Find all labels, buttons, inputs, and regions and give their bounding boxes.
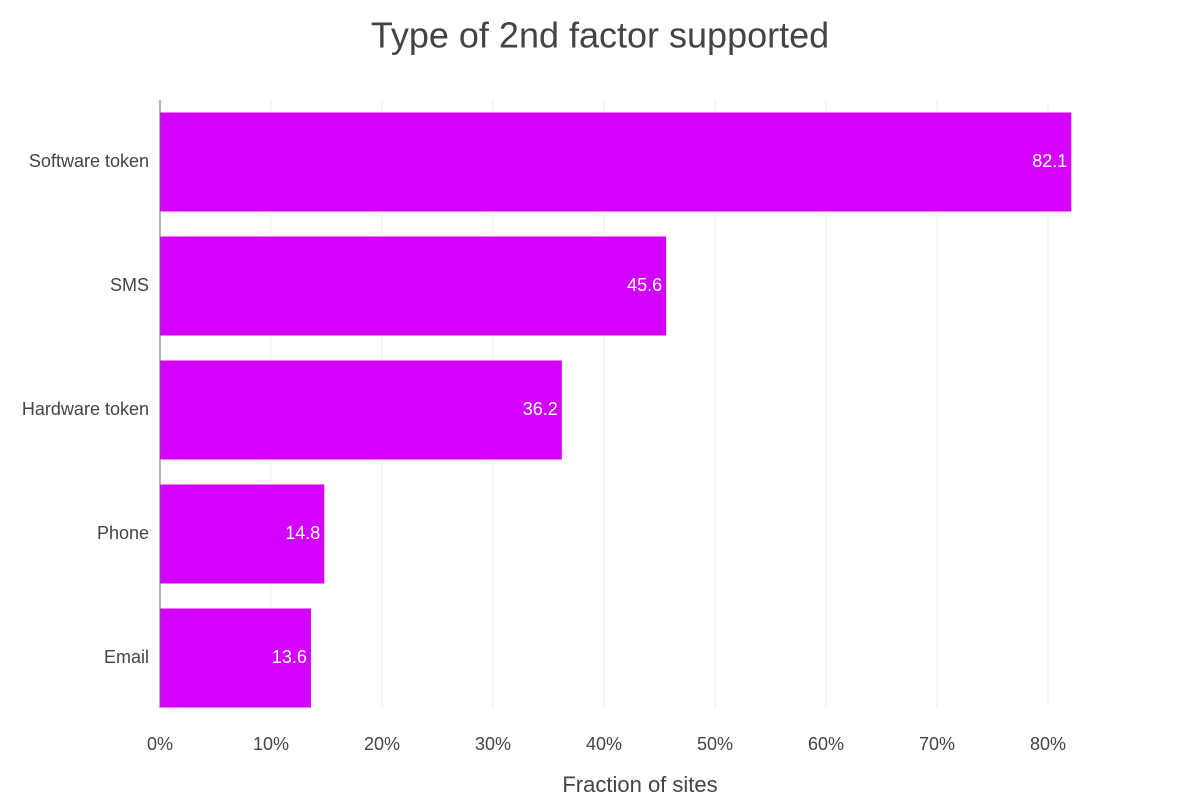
chart-title: Type of 2nd factor supported (371, 15, 829, 56)
x-tick-label: 50% (697, 734, 733, 754)
x-tick-label: 30% (475, 734, 511, 754)
bar (160, 112, 1072, 212)
y-tick-label: Software token (29, 151, 149, 171)
bar (160, 608, 311, 708)
value-label: 14.8 (285, 523, 320, 543)
value-label: 36.2 (523, 399, 558, 419)
value-label: 82.1 (1032, 151, 1067, 171)
y-tick-label: Email (104, 647, 149, 667)
y-tick-label: Phone (97, 523, 149, 543)
x-tick-label: 0% (147, 734, 173, 754)
x-tick-label: 60% (808, 734, 844, 754)
x-tick-label: 70% (919, 734, 955, 754)
x-tick-label: 40% (586, 734, 622, 754)
value-label: 13.6 (272, 647, 307, 667)
bar (160, 484, 325, 584)
value-label: 45.6 (627, 275, 662, 295)
bar (160, 236, 667, 336)
y-tick-label: SMS (110, 275, 149, 295)
x-tick-label: 80% (1030, 734, 1066, 754)
y-tick-label: Hardware token (22, 399, 149, 419)
x-axis-label: Fraction of sites (562, 772, 717, 797)
x-tick-label: 10% (253, 734, 289, 754)
bar (160, 360, 562, 460)
x-tick-label: 20% (364, 734, 400, 754)
